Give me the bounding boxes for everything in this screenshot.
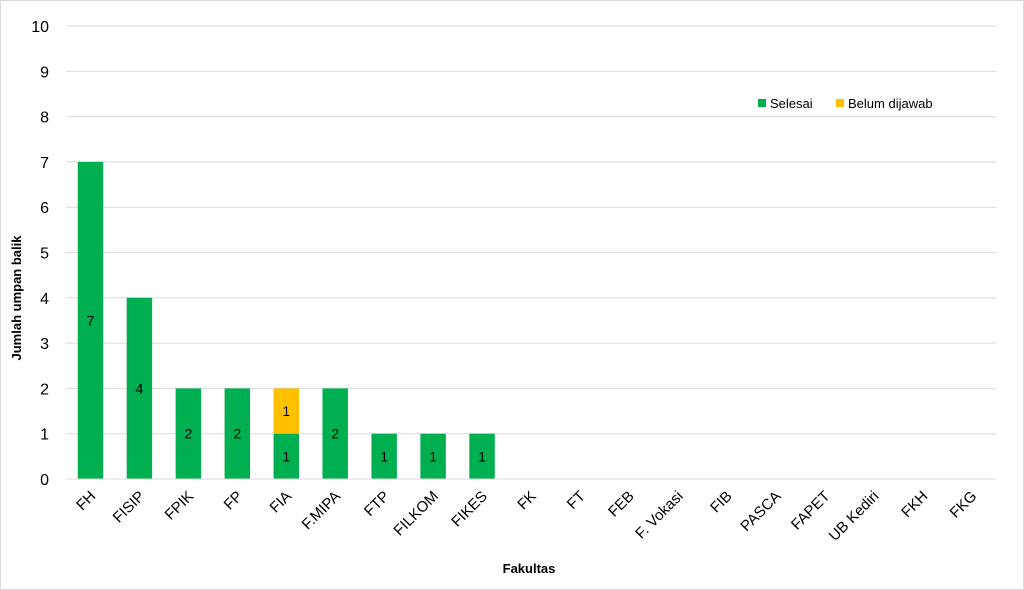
bar-segment xyxy=(420,433,446,479)
y-tick-label: 6 xyxy=(40,200,49,217)
x-tick-label: FIB xyxy=(707,488,736,517)
x-tick-label: UB Kediri xyxy=(826,488,883,545)
bar-segment xyxy=(273,388,299,434)
y-tick-label: 10 xyxy=(31,19,49,36)
data-label: 2 xyxy=(233,426,241,442)
bar-segment xyxy=(371,433,397,479)
y-tick-label: 2 xyxy=(40,381,49,398)
x-tick-label: FKH xyxy=(898,488,931,521)
data-label: 7 xyxy=(87,312,95,328)
x-tick-label: FP xyxy=(221,488,247,514)
bar-segment xyxy=(224,388,251,479)
y-tick-label: 3 xyxy=(40,336,49,353)
x-tick-label: FH xyxy=(73,488,99,514)
x-tick-label: FIKES xyxy=(448,488,491,531)
x-axis-title: Fakultas xyxy=(503,561,556,576)
x-tick-label: FPIK xyxy=(162,488,198,524)
legend-label-selesai: Selesai xyxy=(770,96,813,111)
x-tick-label: PASCA xyxy=(737,488,784,535)
x-tick-label: FKG xyxy=(947,488,981,522)
data-label: 2 xyxy=(184,426,192,442)
bar-segment xyxy=(77,161,104,479)
data-labels: 7 4 2 2 1 1 2 1 1 1 xyxy=(87,312,487,464)
legend-swatch-selesai xyxy=(758,99,766,107)
x-tick-label: FISIP xyxy=(110,488,149,527)
y-tick-label: 4 xyxy=(40,291,49,308)
data-label: 1 xyxy=(478,448,486,464)
data-label: 1 xyxy=(282,403,290,419)
x-tick-label: F.MIPA xyxy=(299,488,344,533)
y-tick-label: 5 xyxy=(40,246,49,263)
x-tick-label: FK xyxy=(514,488,540,514)
legend-swatch-belum-dijawab xyxy=(836,99,844,107)
y-tick-label: 8 xyxy=(40,110,49,127)
bar-segment xyxy=(175,388,202,479)
x-tick-label: FILKOM xyxy=(390,488,442,540)
data-label: 1 xyxy=(282,448,290,464)
x-tick-label: FT xyxy=(564,488,589,513)
x-tick-label: FEB xyxy=(605,488,638,521)
x-tick-label: FIA xyxy=(267,488,296,517)
legend-label-belum-dijawab: Belum dijawab xyxy=(848,96,933,111)
data-label: 1 xyxy=(429,448,437,464)
legend: Selesai Belum dijawab xyxy=(758,96,933,111)
gridlines xyxy=(66,25,996,435)
data-label: 4 xyxy=(136,380,144,396)
data-label: 1 xyxy=(380,448,388,464)
y-axis-ticks: 0 1 2 3 4 5 6 7 8 9 10 xyxy=(31,19,49,489)
bars xyxy=(77,161,495,479)
y-tick-label: 0 xyxy=(40,472,49,489)
x-tick-label: F. Vokasi xyxy=(632,488,686,542)
bar-segment xyxy=(469,433,495,479)
bar-segment xyxy=(273,433,299,479)
y-tick-label: 9 xyxy=(40,64,49,81)
bar-segment xyxy=(126,297,153,479)
bar-segment xyxy=(322,388,348,479)
y-tick-label: 1 xyxy=(40,427,49,444)
x-tick-label: FTP xyxy=(361,488,393,520)
y-tick-label: 7 xyxy=(40,155,49,172)
x-tick-label: FAPET xyxy=(788,488,834,534)
data-label: 2 xyxy=(331,426,339,442)
y-axis-title: Jumlah umpan balik xyxy=(9,235,24,361)
